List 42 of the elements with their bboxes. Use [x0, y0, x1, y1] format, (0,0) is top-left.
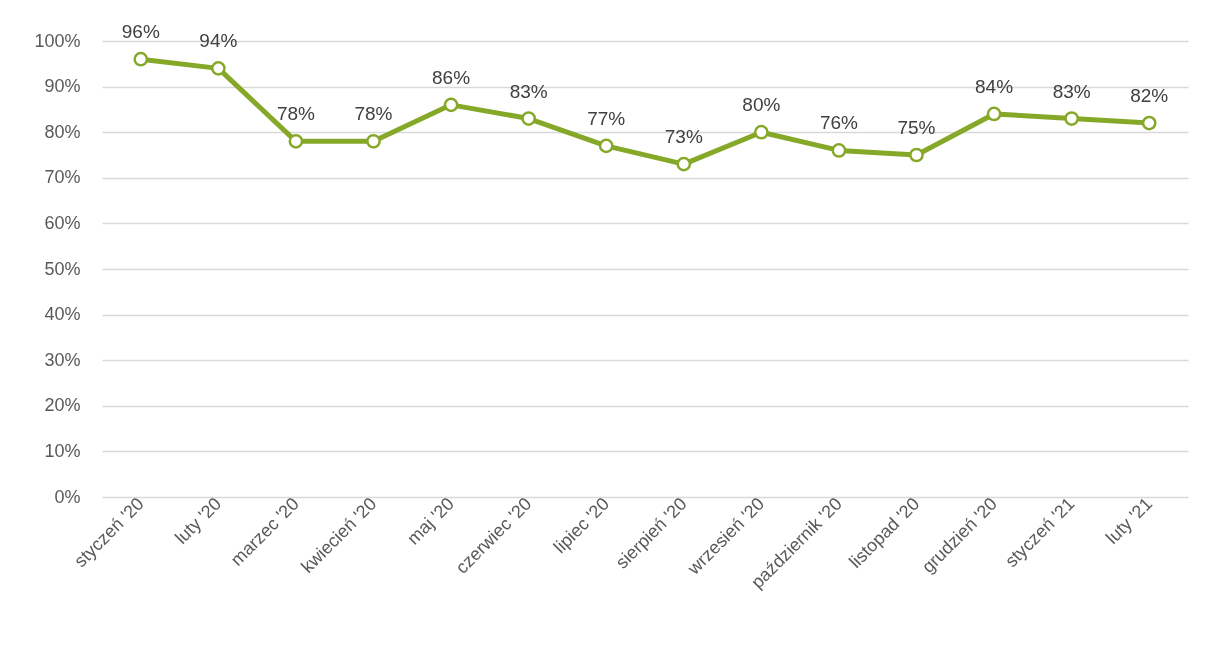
point: [133, 51, 149, 67]
y-tick-label: 100%: [34, 30, 81, 51]
y-tick-label: 40%: [44, 304, 81, 325]
x-tick-label: maj '20: [403, 493, 458, 549]
y-tick-label: 80%: [44, 121, 81, 142]
y-tick-label: 60%: [44, 212, 81, 233]
x-tick-label: luty '20: [171, 493, 226, 548]
point: [443, 97, 459, 113]
point: [676, 156, 692, 172]
point: [366, 133, 381, 149]
y-tick-label: 90%: [44, 76, 81, 97]
data-label: 86%: [432, 66, 471, 88]
data-label: 78%: [354, 103, 393, 125]
point: [288, 133, 304, 149]
point: [598, 138, 614, 154]
data-label: 84%: [975, 75, 1014, 97]
point: [753, 124, 769, 140]
point: [521, 111, 537, 126]
data-label: 80%: [742, 94, 781, 116]
data-label: 96%: [121, 21, 160, 43]
y-tick-label: 70%: [44, 167, 81, 188]
data-label: 78%: [276, 103, 316, 125]
data-label: 75%: [897, 117, 936, 138]
data-label: 77%: [587, 107, 626, 129]
y-tick-label: 10%: [44, 440, 81, 461]
data-label: 83%: [509, 80, 548, 102]
x-tick-label: luty '21: [1102, 493, 1157, 548]
point: [831, 143, 847, 158]
y-tick-label: 30%: [44, 349, 81, 370]
y-tick-label: 20%: [44, 395, 81, 416]
y-tick-label: 0%: [54, 486, 81, 507]
y-tick-label: 50%: [44, 258, 81, 279]
data-label: 76%: [819, 112, 859, 134]
point: [909, 147, 924, 163]
data-label: 94%: [199, 30, 238, 52]
point: [1141, 115, 1157, 131]
data-label: 83%: [1052, 80, 1091, 102]
point: [1064, 111, 1080, 126]
point: [210, 61, 226, 76]
data-label: 82%: [1130, 85, 1169, 107]
point: [986, 106, 1002, 122]
data-label: 73%: [664, 126, 703, 148]
